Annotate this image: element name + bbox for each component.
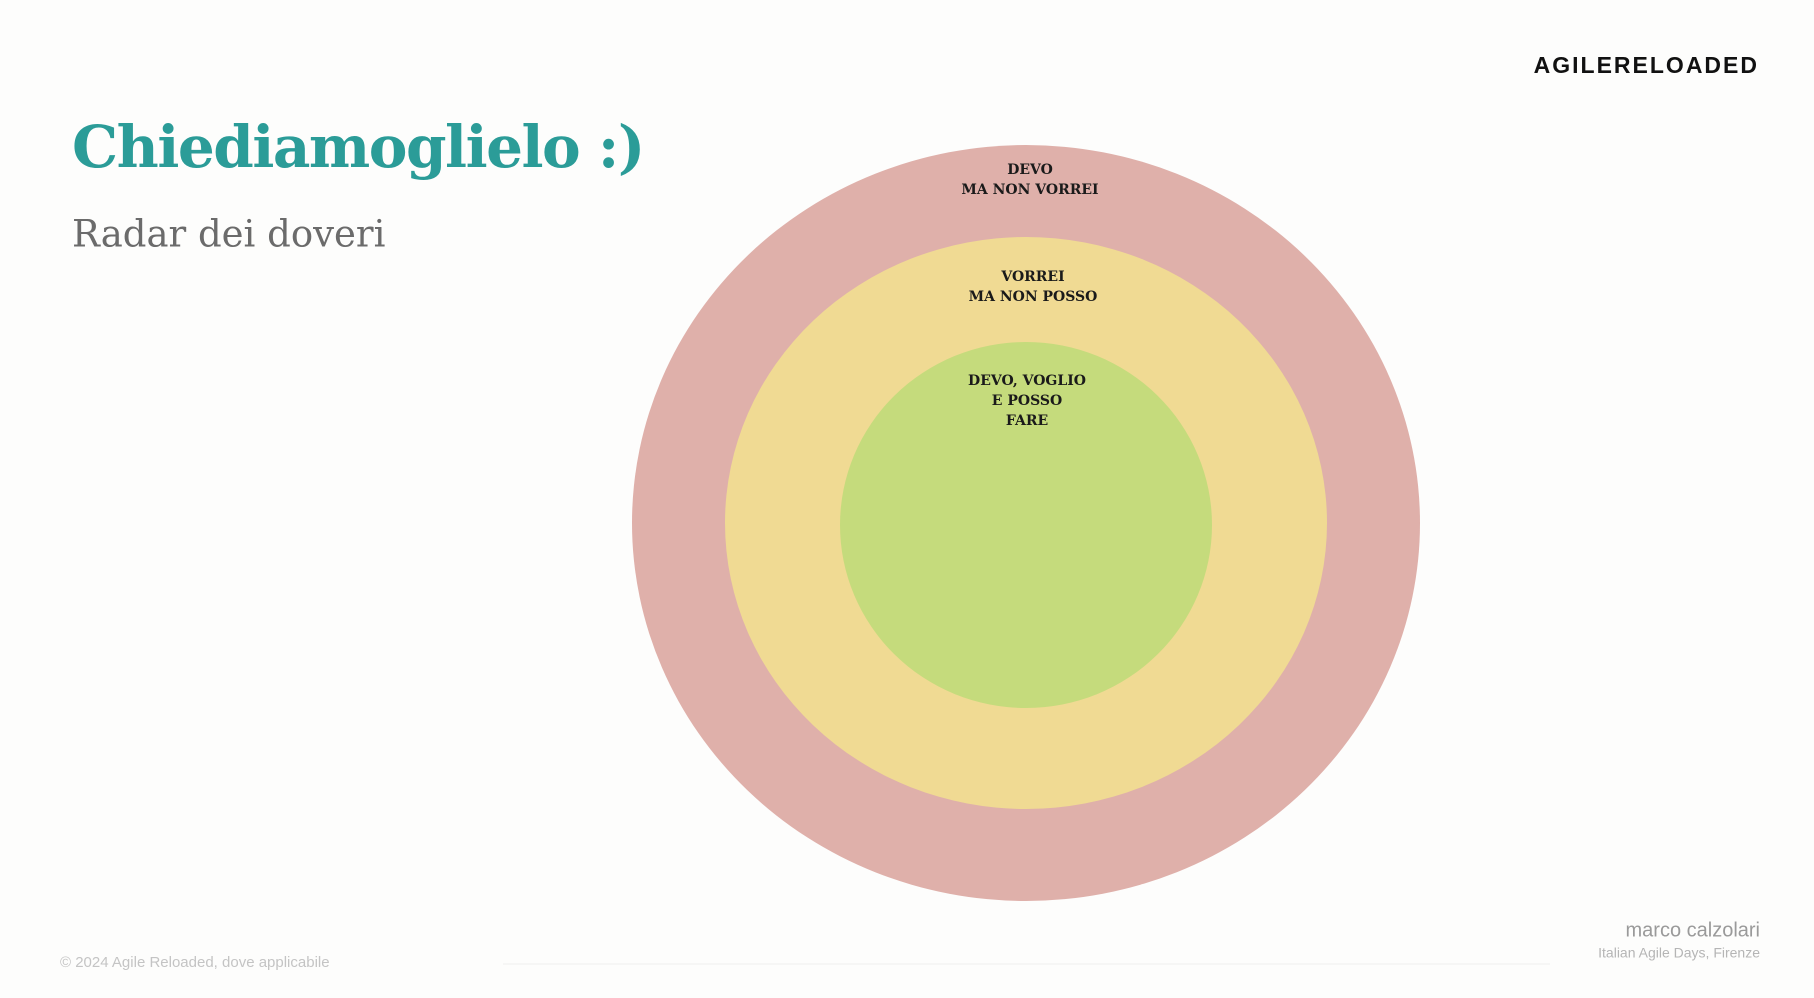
author: marco calzolari [1626,919,1760,941]
ring-label: FARE [1006,413,1048,429]
slide-title: Chiediamoglielo :) [72,113,644,181]
ring-label: VORREI [1000,269,1064,285]
ring-label: MA NON VORREI [961,182,1098,198]
inner-ring [840,342,1212,708]
ring-label: E POSSO [992,393,1062,409]
ring-label: DEVO [1007,162,1053,178]
ring-label: MA NON POSSO [969,289,1098,305]
radar: DEVO MA NON VORREI VORREI MA NON POSSO DEVO,… [632,145,1420,901]
logo: AGILERELOADED [1534,52,1759,78]
ring-label: DEVO, VOGLIO [968,373,1086,389]
ring-labels: DEVO MA NON VORREI VORREI MA NON POSSO DEVO,… [961,162,1098,429]
copyright: © 2024 Agile Reloaded, dove applicabile [60,954,330,971]
slide-subtitle: Radar dei doveri [72,213,385,256]
event: Italian Agile Days, Firenze [1598,945,1760,961]
